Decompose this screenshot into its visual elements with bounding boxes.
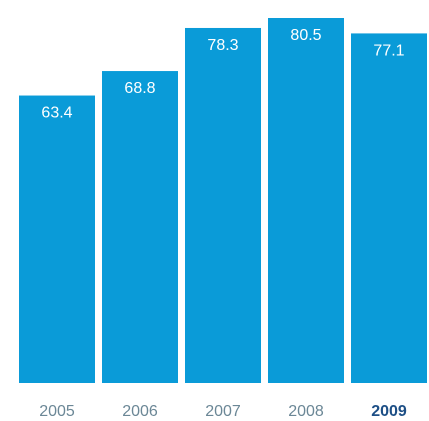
x-tick-label-2007: 2007 <box>205 403 241 420</box>
value-label-2008: 80.5 <box>290 27 321 44</box>
value-label-2009: 77.1 <box>373 42 404 59</box>
bars-group <box>19 18 427 384</box>
x-tick-label-2009: 2009 <box>371 403 407 420</box>
x-axis-tick-labels: 2005 2006 2007 2008 2009 <box>39 403 407 420</box>
value-labels-group: 63.4 68.8 78.3 80.5 77.1 <box>41 27 404 122</box>
x-tick-label-2006: 2006 <box>122 403 158 420</box>
bar-2005 <box>19 95 95 383</box>
bar-2009 <box>351 33 427 384</box>
value-label-2007: 78.3 <box>207 37 238 54</box>
x-tick-label-2005: 2005 <box>39 403 75 420</box>
value-label-2005: 63.4 <box>41 105 72 122</box>
x-tick-label-2008: 2008 <box>288 403 324 420</box>
bar-2008 <box>268 18 344 383</box>
bar-2006 <box>102 71 178 384</box>
value-label-2006: 68.8 <box>124 80 155 97</box>
bar-2007 <box>185 27 261 383</box>
